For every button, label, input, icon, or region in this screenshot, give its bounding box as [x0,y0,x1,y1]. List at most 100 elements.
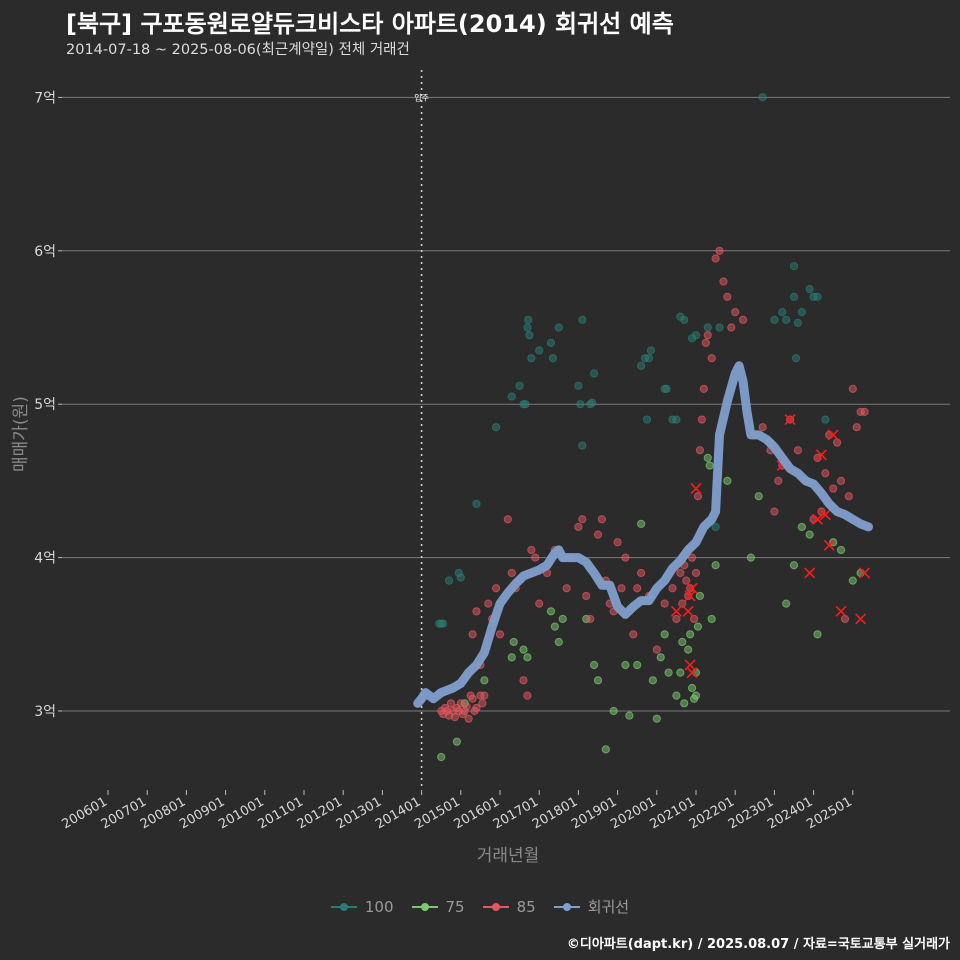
legend-key-85 [482,900,509,914]
point-85 [833,438,842,447]
y-tick-label: 6억 [34,244,56,260]
point-85 [707,354,716,363]
point-100 [523,323,532,332]
point-75 [711,561,720,570]
point-100 [637,361,646,370]
cancelled-marker [690,483,702,495]
point-75 [680,699,689,708]
point-85 [715,246,724,255]
point-85 [578,515,587,524]
point-75 [550,622,559,631]
point-85 [723,292,732,301]
point-85 [531,553,540,562]
point-85 [495,630,505,639]
y-tick-label: 5억 [34,397,56,413]
point-100 [797,308,806,317]
point-75 [621,660,630,670]
point-75 [601,745,610,754]
move-in-label: 입주 [414,93,429,102]
point-75 [676,668,685,677]
cancel-stroke [815,449,828,461]
point-100 [789,262,799,271]
legend-label-100: 100 [364,897,394,916]
point-85 [738,315,748,324]
legend-item-100[interactable]: 100 [330,896,394,917]
annotation-layer: 입주 [414,70,429,790]
cancelled-marker [819,509,831,521]
point-100 [491,423,501,432]
point-100 [554,323,563,332]
point-85 [472,703,481,713]
point-85 [468,630,477,639]
point-75 [546,607,556,616]
regression-line [413,361,873,708]
point-100 [472,499,481,509]
point-85 [507,568,516,578]
point-100 [515,381,524,390]
point-75 [813,630,822,639]
point-85 [697,415,706,424]
cancelled-marker [855,613,867,625]
point-100 [703,323,712,332]
point-75 [509,637,518,647]
legend-item-75[interactable]: 75 [411,896,465,917]
point-75 [558,614,567,624]
point-75 [678,637,687,647]
grid-lines [62,96,950,712]
cancel-stroke [819,509,831,521]
point-100 [578,315,587,324]
point-85 [860,407,869,416]
point-85 [676,568,685,578]
point-75 [848,576,857,585]
point-75 [684,645,693,654]
point-85 [629,630,638,639]
point-75 [672,691,681,700]
point-85 [519,676,528,685]
point-85 [703,331,712,340]
x-axis: 2006012007012008012009012010012011012012… [60,790,855,832]
cancel-stroke [684,590,696,602]
point-85 [836,476,846,485]
point-75 [519,645,528,654]
point-85 [450,713,460,722]
point-85 [462,702,471,711]
point-75 [664,668,673,677]
point-75 [746,553,755,562]
legend-item-regression[interactable]: 회귀선 [553,896,629,917]
cancel-stroke [670,605,682,617]
point-85 [586,614,595,624]
cancel-stroke [686,582,698,594]
point-85 [758,423,767,432]
point-85 [446,699,456,708]
cancel-stroke [835,605,847,617]
y-axis-label: 매매가(원) [11,396,31,472]
point-100 [793,318,803,327]
point-75 [437,752,446,762]
point-85 [562,584,571,593]
point-85 [844,492,853,501]
point-85 [535,599,544,608]
point-75 [656,653,665,662]
point-75 [507,653,516,662]
scatter-points [435,93,869,762]
point-75 [789,561,799,570]
point-100 [439,619,448,628]
point-100 [662,384,671,393]
y-tick-label: 7억 [34,90,56,106]
point-100 [535,346,544,355]
legend-key-75 [411,900,438,914]
point-85 [472,607,481,616]
cancel-stroke [804,567,816,579]
point-75 [593,676,603,685]
point-85 [695,446,705,455]
point-75 [480,676,489,685]
point-85 [711,254,720,263]
point-100 [680,315,689,324]
regression-layer [413,361,873,708]
point-85 [840,614,850,624]
point-100 [791,354,801,363]
legend-item-85[interactable]: 85 [482,896,536,917]
point-85 [660,599,669,608]
point-100 [444,576,454,585]
cancel-stroke [823,539,835,551]
